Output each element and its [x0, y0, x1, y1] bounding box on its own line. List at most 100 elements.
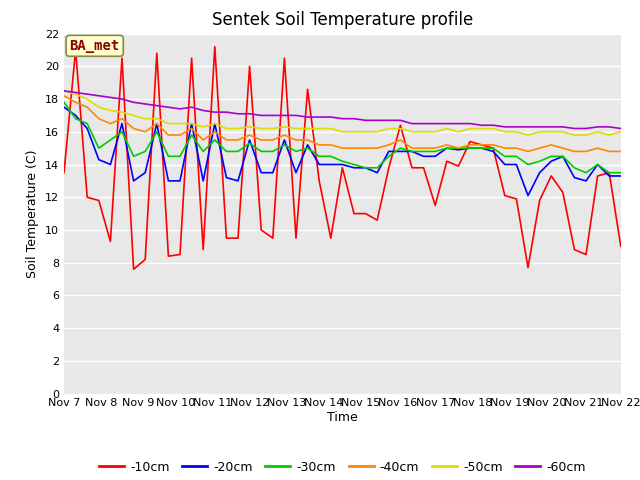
- -50cm: [72, 91, 79, 97]
- -50cm: [153, 116, 161, 121]
- -30cm: [513, 154, 520, 159]
- Line: -50cm: -50cm: [64, 91, 621, 135]
- -20cm: [327, 162, 335, 168]
- -20cm: [153, 120, 161, 126]
- -40cm: [83, 104, 91, 110]
- -60cm: [431, 120, 439, 126]
- -20cm: [211, 120, 219, 126]
- -10cm: [454, 163, 462, 169]
- -60cm: [443, 120, 451, 126]
- -50cm: [118, 109, 126, 115]
- -60cm: [466, 120, 474, 126]
- -10cm: [443, 158, 451, 164]
- -50cm: [408, 129, 416, 135]
- -50cm: [292, 126, 300, 132]
- -10cm: [141, 256, 149, 262]
- -50cm: [362, 129, 369, 135]
- -30cm: [397, 145, 404, 151]
- -50cm: [582, 132, 590, 138]
- -20cm: [350, 165, 358, 171]
- -60cm: [234, 111, 242, 117]
- -50cm: [130, 112, 138, 118]
- -10cm: [582, 252, 590, 257]
- -40cm: [223, 137, 230, 143]
- -10cm: [594, 173, 602, 179]
- -40cm: [477, 142, 485, 148]
- -20cm: [397, 148, 404, 154]
- -10cm: [246, 63, 253, 69]
- -40cm: [513, 145, 520, 151]
- -20cm: [164, 178, 172, 184]
- -50cm: [211, 120, 219, 126]
- -30cm: [524, 162, 532, 168]
- -20cm: [83, 126, 91, 132]
- -50cm: [501, 129, 509, 135]
- -30cm: [246, 140, 253, 146]
- -50cm: [304, 126, 312, 132]
- -60cm: [72, 90, 79, 96]
- -10cm: [176, 252, 184, 257]
- -60cm: [605, 124, 613, 130]
- -40cm: [594, 145, 602, 151]
- -20cm: [385, 148, 392, 154]
- -10cm: [420, 165, 428, 171]
- -20cm: [582, 178, 590, 184]
- Y-axis label: Soil Temperature (C): Soil Temperature (C): [26, 149, 39, 278]
- -10cm: [490, 145, 497, 151]
- -40cm: [443, 142, 451, 148]
- -20cm: [373, 170, 381, 176]
- -50cm: [617, 129, 625, 135]
- -50cm: [477, 126, 485, 132]
- -60cm: [559, 124, 566, 130]
- -60cm: [304, 114, 312, 120]
- -50cm: [397, 126, 404, 132]
- -30cm: [408, 148, 416, 154]
- -30cm: [211, 137, 219, 143]
- -60cm: [280, 112, 288, 118]
- -40cm: [72, 99, 79, 105]
- -20cm: [408, 148, 416, 154]
- -30cm: [257, 148, 265, 154]
- -60cm: [118, 96, 126, 102]
- -30cm: [316, 154, 323, 159]
- -50cm: [246, 124, 253, 130]
- -20cm: [536, 170, 543, 176]
- -60cm: [130, 99, 138, 105]
- -50cm: [176, 120, 184, 126]
- -10cm: [547, 173, 555, 179]
- -60cm: [362, 118, 369, 123]
- -20cm: [513, 162, 520, 168]
- -40cm: [605, 148, 613, 154]
- -40cm: [211, 129, 219, 135]
- -30cm: [292, 148, 300, 154]
- -50cm: [164, 120, 172, 126]
- -60cm: [83, 91, 91, 97]
- -20cm: [559, 154, 566, 159]
- Title: Sentek Soil Temperature profile: Sentek Soil Temperature profile: [212, 11, 473, 29]
- -10cm: [617, 243, 625, 249]
- -30cm: [234, 148, 242, 154]
- -40cm: [490, 142, 497, 148]
- -30cm: [176, 154, 184, 159]
- -40cm: [373, 145, 381, 151]
- -30cm: [304, 145, 312, 151]
- -50cm: [385, 126, 392, 132]
- -10cm: [501, 192, 509, 199]
- -10cm: [431, 203, 439, 208]
- -40cm: [466, 142, 474, 148]
- -40cm: [408, 145, 416, 151]
- -20cm: [95, 156, 102, 162]
- -30cm: [571, 165, 579, 171]
- -30cm: [188, 132, 195, 138]
- -40cm: [118, 116, 126, 121]
- Line: -40cm: -40cm: [64, 96, 621, 151]
- -10cm: [524, 264, 532, 270]
- -20cm: [118, 120, 126, 126]
- -40cm: [571, 148, 579, 154]
- -50cm: [60, 88, 68, 94]
- -60cm: [246, 111, 253, 117]
- -20cm: [188, 120, 195, 126]
- -60cm: [269, 112, 276, 118]
- -20cm: [617, 173, 625, 179]
- -50cm: [466, 126, 474, 132]
